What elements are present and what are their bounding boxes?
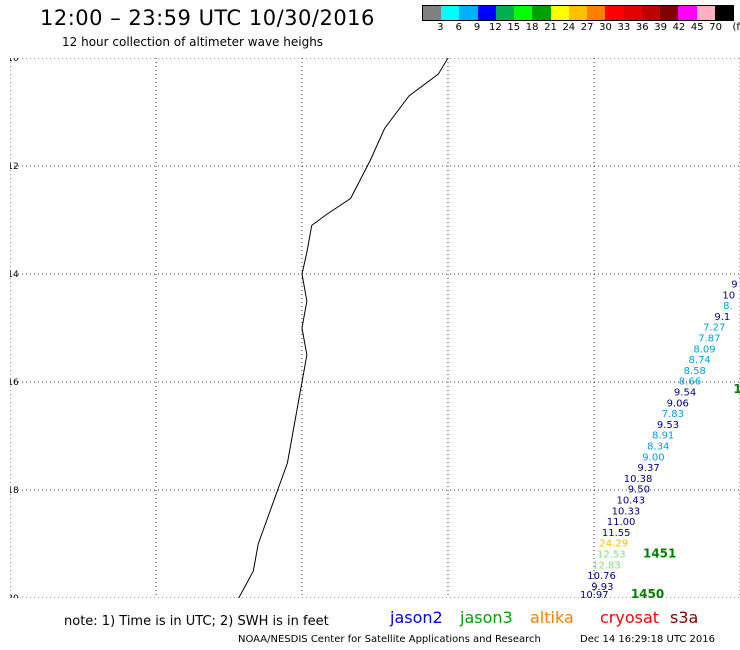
legend-label: 33 xyxy=(617,22,631,33)
wave-height-reading: 8. xyxy=(723,301,733,312)
satellite-label-jason2: jason2 xyxy=(390,608,443,627)
satellite-label-cryosat: cryosat xyxy=(600,608,660,627)
wave-height-reading: 8.58 xyxy=(684,366,706,377)
legend-label: 30 xyxy=(599,22,612,33)
legend-label: 39 xyxy=(654,22,667,33)
legend-label: 24 xyxy=(562,22,576,33)
satellite-label-jason3: jason3 xyxy=(460,608,513,627)
legend-label: 27 xyxy=(580,22,594,33)
wave-height-reading: 8.09 xyxy=(693,344,715,355)
legend-label: 21 xyxy=(544,22,557,33)
wave-height-reading: 11.00 xyxy=(607,517,636,528)
wave-height-reading: 9 xyxy=(731,280,737,291)
wave-height-reading: 12.53 xyxy=(597,550,626,561)
legend-label: 6 xyxy=(455,22,462,33)
legend-label: 3 xyxy=(437,22,444,33)
wave-height-reading: 8.74 xyxy=(689,355,711,366)
pass-time-label: 1451 xyxy=(643,547,676,561)
wave-height-reading: 8.34 xyxy=(647,442,669,453)
legend-swatch xyxy=(587,6,606,20)
legend-label: 9 xyxy=(473,22,481,33)
wave-height-reading: 9.06 xyxy=(667,398,689,409)
wave-height-reading: 9.93 xyxy=(591,582,613,593)
chart-subtitle: 12 hour collection of altimeter wave hei… xyxy=(62,35,324,49)
wave-height-reading: 10.76 xyxy=(587,571,616,582)
legend-swatch xyxy=(623,6,642,20)
map-canvas: -10-12-14-16-18-20-45-42-39-36-33-309108… xyxy=(10,58,740,598)
legend-swatch xyxy=(678,6,697,20)
wave-height-reading: 7.27 xyxy=(703,323,725,334)
wave-height-reading: 9.54 xyxy=(674,388,696,399)
wave-height-reading: 7.87 xyxy=(698,334,720,345)
lat-tick-label: -12 xyxy=(10,162,19,172)
credit-line: NOAA/NESDIS Center for Satellite Applica… xyxy=(238,634,541,645)
wave-height-reading: 10.43 xyxy=(616,496,645,507)
legend-label: 70 xyxy=(709,22,723,33)
legend-label: 36 xyxy=(635,22,649,33)
wave-height-reading: 9.37 xyxy=(637,463,659,474)
legend-label: (ft) xyxy=(732,22,740,33)
wave-height-reading: 11.55 xyxy=(602,528,631,539)
wave-height-reading: 8.66 xyxy=(679,377,701,388)
generation-timestamp: Dec 14 16:29:18 UTC 2016 xyxy=(580,634,715,645)
legend-swatch xyxy=(423,6,442,20)
lat-tick-label: -16 xyxy=(10,378,19,388)
lat-tick-label: -10 xyxy=(10,58,19,64)
wave-height-reading: 9.53 xyxy=(657,420,679,431)
satellite-label-altika: altika xyxy=(530,608,574,627)
wave-height-reading: 24.29 xyxy=(599,539,628,550)
footnote: note: 1) Time is in UTC; 2) SWH is in fe… xyxy=(64,614,329,629)
pass-time-label: 1450 xyxy=(631,587,664,598)
wave-height-map: -10-12-14-16-18-20-45-42-39-36-33-309108… xyxy=(10,58,740,598)
legend-label: 42 xyxy=(672,22,686,33)
satellite-label-s3a: s3a xyxy=(670,608,699,627)
wave-height-reading: 9.50 xyxy=(628,485,650,496)
wave-height-reading: 10.38 xyxy=(624,474,653,485)
wave-height-reading: 10.33 xyxy=(612,506,641,517)
legend-swatch xyxy=(568,6,588,20)
wave-height-reading: 9.00 xyxy=(642,452,664,463)
lat-tick-label: -18 xyxy=(10,486,19,496)
wave-height-reading: 12.83 xyxy=(592,560,621,571)
legend-swatch xyxy=(696,6,715,20)
legend-swatch xyxy=(714,6,733,20)
pass-time-label: 1 xyxy=(733,382,740,396)
legend-swatch xyxy=(605,6,624,20)
legend-swatch xyxy=(514,6,533,20)
legend-label: 15 xyxy=(507,22,521,33)
lat-tick-label: -20 xyxy=(10,594,19,598)
legend-color-bar xyxy=(422,5,734,21)
wave-height-reading: 7.83 xyxy=(662,409,684,420)
legend-label: 45 xyxy=(690,22,704,33)
legend-swatch xyxy=(441,6,460,20)
legend-swatch xyxy=(641,6,661,20)
legend-swatch xyxy=(532,6,551,20)
chart-title: 12:00 – 23:59 UTC 10/30/2016 xyxy=(40,6,375,30)
lat-tick-label: -14 xyxy=(10,270,19,280)
legend-label: 18 xyxy=(525,22,539,33)
wave-height-reading: 9.1 xyxy=(714,312,730,323)
legend-swatch xyxy=(477,6,496,20)
legend-swatch xyxy=(459,6,478,20)
wave-height-reading: 8.91 xyxy=(652,431,674,442)
legend-label: 12 xyxy=(489,22,502,33)
wave-height-reading: 10.97 xyxy=(580,590,609,598)
coastline xyxy=(238,58,449,598)
legend-swatch xyxy=(550,6,569,20)
legend-swatch xyxy=(495,6,515,20)
legend-swatch xyxy=(660,6,679,20)
wave-height-reading: 10 xyxy=(722,290,735,301)
